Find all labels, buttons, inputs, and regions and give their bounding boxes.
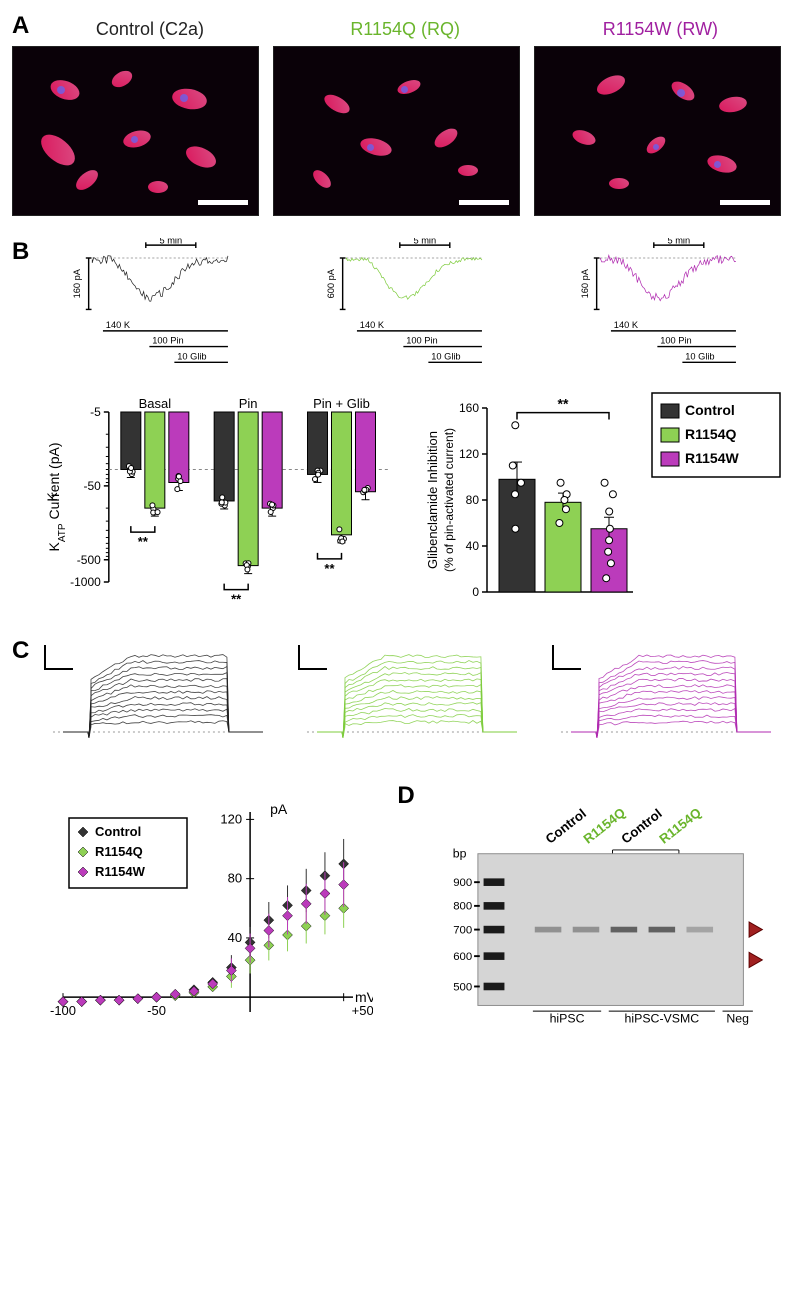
svg-text:40: 40 bbox=[228, 930, 242, 945]
svg-text:KATP Current (pA): KATP Current (pA) bbox=[46, 443, 68, 552]
svg-text:bp: bp bbox=[452, 847, 466, 861]
scale-bar bbox=[198, 200, 248, 205]
svg-text:**: ** bbox=[325, 561, 336, 576]
svg-text:-50: -50 bbox=[84, 479, 102, 493]
voltage-step-trace bbox=[541, 637, 781, 767]
svg-text:**: ** bbox=[231, 592, 242, 607]
svg-text:600 pA: 600 pA bbox=[326, 268, 336, 298]
svg-text:Control: Control bbox=[542, 806, 588, 847]
svg-text:900: 900 bbox=[453, 877, 472, 889]
panel-b-label: B bbox=[12, 238, 29, 266]
svg-text:120: 120 bbox=[221, 811, 243, 826]
voltage-step-trace bbox=[287, 637, 527, 767]
svg-text:800: 800 bbox=[453, 901, 472, 913]
svg-text:-5: -5 bbox=[91, 405, 102, 419]
svg-text:Control: Control bbox=[685, 402, 735, 418]
svg-text:140 K: 140 K bbox=[106, 320, 131, 330]
micrograph-rq bbox=[273, 46, 520, 216]
svg-text:80: 80 bbox=[228, 871, 242, 886]
iv-curve-chart: 4080120-100-50+50mVpAControlR1154QR1154W bbox=[33, 782, 373, 1042]
current-trace: 5 min 600 pA 140 K 100 Pin 10 Glib bbox=[287, 238, 527, 388]
svg-text:pA: pA bbox=[270, 801, 288, 817]
voltage-step-trace bbox=[33, 637, 273, 767]
svg-text:-50: -50 bbox=[147, 1003, 166, 1018]
svg-text:80: 80 bbox=[466, 493, 480, 507]
svg-text:Pin: Pin bbox=[239, 396, 258, 411]
scale-bar bbox=[720, 200, 770, 205]
current-trace: 5 min 160 pA 140 K 100 Pin 10 Glib bbox=[33, 238, 273, 388]
katp-current-chart: -5-50-500-1000KKATP Current (pA)Basal**P… bbox=[33, 392, 405, 612]
svg-text:hiPSC-VSMC: hiPSC-VSMC bbox=[624, 1012, 699, 1026]
svg-text:+50: +50 bbox=[352, 1003, 373, 1018]
svg-text:120: 120 bbox=[459, 447, 479, 461]
svg-text:600: 600 bbox=[453, 951, 472, 963]
svg-text:R1154Q: R1154Q bbox=[656, 805, 704, 847]
svg-text:140 K: 140 K bbox=[614, 320, 639, 330]
svg-text:160 pA: 160 pA bbox=[580, 268, 590, 298]
svg-text:-1000: -1000 bbox=[70, 575, 101, 589]
micrograph-control bbox=[12, 46, 259, 216]
svg-text:Neg: Neg bbox=[726, 1012, 749, 1026]
svg-text:R1154W: R1154W bbox=[95, 864, 146, 879]
svg-text:Control: Control bbox=[618, 806, 664, 847]
svg-text:40: 40 bbox=[466, 539, 480, 553]
panel-a-title-rw: R1154W (RW) bbox=[540, 19, 781, 40]
svg-text:**: ** bbox=[558, 396, 569, 412]
panel-d: D ControlR1154QControlR1154Qbp9008007006… bbox=[397, 782, 781, 1062]
panel-a-title-rq: R1154Q (RQ) bbox=[285, 19, 526, 40]
gel-image: ControlR1154QControlR1154Qbp900800700600… bbox=[421, 782, 781, 1062]
panel-c-label: C bbox=[12, 637, 29, 665]
panel-b: B 5 min 160 pA 140 K 100 Pin 10 Glib 5 min 600… bbox=[12, 238, 781, 617]
svg-text:5 min: 5 min bbox=[414, 238, 437, 246]
micrograph-rw bbox=[534, 46, 781, 216]
svg-text:500: 500 bbox=[453, 981, 472, 993]
svg-text:**: ** bbox=[138, 534, 149, 549]
svg-text:100 Pin: 100 Pin bbox=[406, 336, 437, 346]
svg-text:mV: mV bbox=[355, 989, 373, 1005]
current-trace: 5 min 160 pA 140 K 100 Pin 10 Glib bbox=[541, 238, 781, 388]
svg-text:10 Glib: 10 Glib bbox=[178, 351, 207, 361]
svg-text:Basal: Basal bbox=[139, 396, 172, 411]
panel-c: C 4080120-100-50+50mVpAControlR1154QR115… bbox=[12, 637, 781, 1062]
svg-text:hiPSC: hiPSC bbox=[549, 1012, 584, 1026]
svg-text:10 Glib: 10 Glib bbox=[685, 351, 714, 361]
svg-text:100 Pin: 100 Pin bbox=[660, 336, 691, 346]
panel-d-label: D bbox=[397, 782, 414, 810]
svg-text:5 min: 5 min bbox=[668, 238, 691, 246]
panel-a-title-control: Control (C2a) bbox=[29, 19, 270, 40]
svg-text:160 pA: 160 pA bbox=[72, 268, 82, 298]
svg-text:5 min: 5 min bbox=[160, 238, 183, 246]
svg-text:-500: -500 bbox=[77, 553, 101, 567]
svg-text:R1154Q: R1154Q bbox=[685, 426, 736, 442]
panel-a-label: A bbox=[12, 12, 29, 40]
svg-text:(% of pin-activated current): (% of pin-activated current) bbox=[442, 428, 456, 572]
svg-text:700: 700 bbox=[453, 924, 472, 936]
svg-text:Control: Control bbox=[95, 824, 141, 839]
svg-text:Pin + Glib: Pin + Glib bbox=[313, 396, 370, 411]
panel-a: A Control (C2a) R1154Q (RQ) R1154W (RW) bbox=[12, 12, 781, 216]
scale-bar bbox=[459, 200, 509, 205]
svg-text:Glibenclamide Inhibition: Glibenclamide Inhibition bbox=[425, 431, 440, 569]
svg-text:140 K: 140 K bbox=[360, 320, 385, 330]
svg-text:R1154Q: R1154Q bbox=[580, 805, 628, 847]
svg-text:160: 160 bbox=[459, 401, 479, 415]
svg-text:10 Glib: 10 Glib bbox=[431, 351, 460, 361]
svg-text:100 Pin: 100 Pin bbox=[153, 336, 184, 346]
panel-b-legend: Control R1154Q R1154W bbox=[651, 392, 781, 482]
glib-inhibition-chart: 0 40 80 120 160 Glibenclamide Inhibition(% of… bbox=[423, 392, 643, 612]
svg-text:0: 0 bbox=[472, 585, 479, 599]
svg-text:R1154W: R1154W bbox=[685, 450, 739, 466]
svg-text:R1154Q: R1154Q bbox=[95, 844, 143, 859]
